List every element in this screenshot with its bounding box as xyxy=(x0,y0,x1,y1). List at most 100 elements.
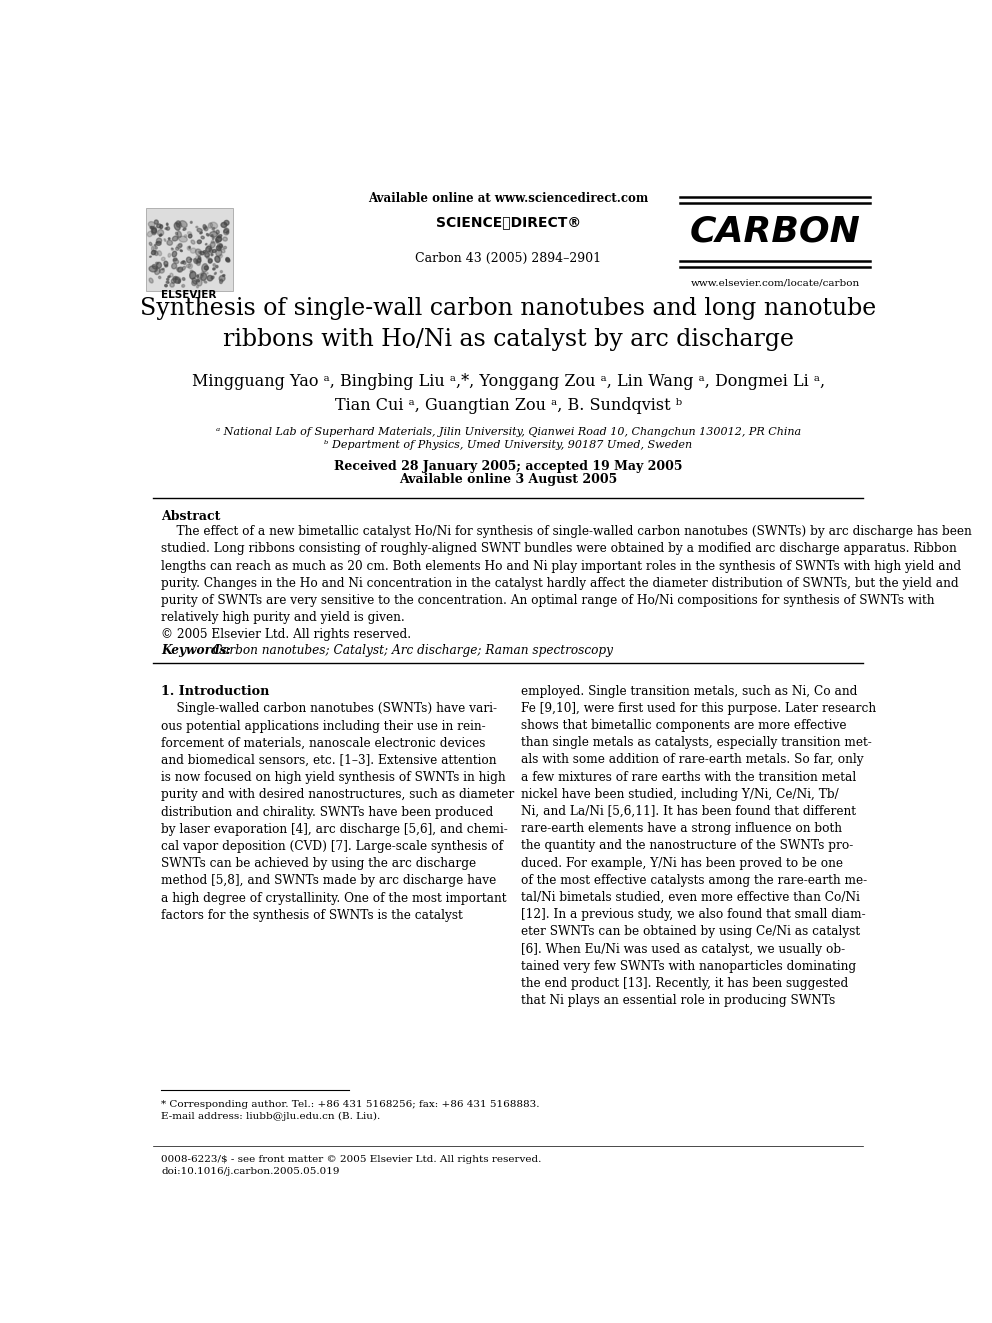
Ellipse shape xyxy=(222,275,225,277)
Ellipse shape xyxy=(173,251,177,257)
Text: Available online 3 August 2005: Available online 3 August 2005 xyxy=(399,474,618,487)
Ellipse shape xyxy=(212,228,214,230)
Text: doi:10.1016/j.carbon.2005.05.019: doi:10.1016/j.carbon.2005.05.019 xyxy=(161,1167,339,1176)
Ellipse shape xyxy=(203,225,206,229)
Ellipse shape xyxy=(158,230,164,235)
Ellipse shape xyxy=(167,224,168,225)
Ellipse shape xyxy=(179,243,183,247)
Ellipse shape xyxy=(208,258,212,262)
Ellipse shape xyxy=(223,229,229,235)
Text: E-mail address: liubb@jlu.edu.cn (B. Liu).: E-mail address: liubb@jlu.edu.cn (B. Liu… xyxy=(161,1113,381,1121)
Ellipse shape xyxy=(224,228,227,229)
Ellipse shape xyxy=(167,278,169,280)
Ellipse shape xyxy=(212,250,216,253)
Ellipse shape xyxy=(188,234,191,238)
Ellipse shape xyxy=(180,221,187,228)
Ellipse shape xyxy=(192,278,197,284)
Ellipse shape xyxy=(149,221,155,228)
Text: ELSEVIER: ELSEVIER xyxy=(162,290,217,300)
Text: Carbon nanotubes; Catalyst; Arc discharge; Raman spectroscopy: Carbon nanotubes; Catalyst; Arc discharg… xyxy=(209,644,613,656)
Text: ᵇ Department of Physics, Umed University, 90187 Umed, Sweden: ᵇ Department of Physics, Umed University… xyxy=(324,441,692,450)
Ellipse shape xyxy=(156,241,161,245)
Ellipse shape xyxy=(162,269,164,270)
Ellipse shape xyxy=(201,235,204,239)
Ellipse shape xyxy=(186,257,191,263)
Ellipse shape xyxy=(204,266,208,270)
Ellipse shape xyxy=(173,277,181,283)
Text: CARBON: CARBON xyxy=(689,214,860,249)
Ellipse shape xyxy=(164,238,166,241)
Ellipse shape xyxy=(174,259,179,263)
Ellipse shape xyxy=(197,258,201,262)
Ellipse shape xyxy=(149,266,158,273)
Ellipse shape xyxy=(152,250,156,255)
Ellipse shape xyxy=(177,245,182,249)
Ellipse shape xyxy=(186,265,190,267)
Ellipse shape xyxy=(157,238,162,243)
Ellipse shape xyxy=(154,250,158,255)
Ellipse shape xyxy=(196,278,202,286)
Ellipse shape xyxy=(219,245,222,247)
Ellipse shape xyxy=(156,262,159,265)
Ellipse shape xyxy=(215,266,218,267)
Ellipse shape xyxy=(149,242,152,246)
Ellipse shape xyxy=(211,234,213,237)
Ellipse shape xyxy=(206,257,209,259)
Ellipse shape xyxy=(221,222,227,228)
Ellipse shape xyxy=(176,221,181,226)
Text: Abstract: Abstract xyxy=(161,509,220,523)
Ellipse shape xyxy=(211,241,214,243)
Ellipse shape xyxy=(218,246,221,247)
Text: Synthesis of single-wall carbon nanotubes and long nanotube
ribbons with Ho/Ni a: Synthesis of single-wall carbon nanotube… xyxy=(140,298,877,352)
Ellipse shape xyxy=(207,275,212,280)
Ellipse shape xyxy=(196,261,200,266)
Ellipse shape xyxy=(162,257,165,261)
Ellipse shape xyxy=(198,257,200,259)
Ellipse shape xyxy=(187,232,191,235)
Ellipse shape xyxy=(176,233,178,235)
Ellipse shape xyxy=(169,238,170,239)
Ellipse shape xyxy=(148,232,153,237)
Ellipse shape xyxy=(226,232,228,234)
Ellipse shape xyxy=(223,229,229,233)
Ellipse shape xyxy=(203,250,205,253)
Ellipse shape xyxy=(224,221,229,225)
Ellipse shape xyxy=(175,277,181,283)
Ellipse shape xyxy=(179,237,187,242)
Ellipse shape xyxy=(152,228,157,233)
Ellipse shape xyxy=(195,226,197,228)
Ellipse shape xyxy=(197,239,201,243)
Ellipse shape xyxy=(204,253,209,257)
Ellipse shape xyxy=(167,282,169,283)
Ellipse shape xyxy=(193,258,197,263)
Ellipse shape xyxy=(187,246,190,250)
Text: Mingguang Yao ᵃ, Bingbing Liu ᵃ,*, Yonggang Zou ᵃ, Lin Wang ᵃ, Dongmei Li ᵃ,
Tia: Mingguang Yao ᵃ, Bingbing Liu ᵃ,*, Yongg… xyxy=(191,373,825,414)
Ellipse shape xyxy=(178,267,183,273)
Ellipse shape xyxy=(215,237,221,242)
Ellipse shape xyxy=(172,279,176,283)
Text: Single-walled carbon nanotubes (SWNTs) have vari-
ous potential applications inc: Single-walled carbon nanotubes (SWNTs) h… xyxy=(161,703,515,922)
Ellipse shape xyxy=(178,232,182,237)
Ellipse shape xyxy=(182,266,186,270)
Ellipse shape xyxy=(206,234,209,235)
Text: Available online at www.sciencedirect.com: Available online at www.sciencedirect.co… xyxy=(368,192,649,205)
Ellipse shape xyxy=(170,283,175,287)
Ellipse shape xyxy=(167,226,170,230)
Ellipse shape xyxy=(177,267,182,271)
Ellipse shape xyxy=(160,225,163,229)
Text: SCIENCEⓐDIRECT®: SCIENCEⓐDIRECT® xyxy=(435,214,581,229)
Ellipse shape xyxy=(157,224,161,228)
Ellipse shape xyxy=(204,225,206,228)
Ellipse shape xyxy=(155,246,158,249)
Ellipse shape xyxy=(205,243,207,245)
Ellipse shape xyxy=(168,275,171,278)
Ellipse shape xyxy=(201,273,203,277)
Ellipse shape xyxy=(197,279,199,282)
Ellipse shape xyxy=(209,249,213,253)
Ellipse shape xyxy=(177,222,182,228)
Ellipse shape xyxy=(219,275,225,282)
Ellipse shape xyxy=(208,222,212,229)
Ellipse shape xyxy=(221,249,225,253)
Ellipse shape xyxy=(189,271,195,279)
Ellipse shape xyxy=(211,277,214,279)
